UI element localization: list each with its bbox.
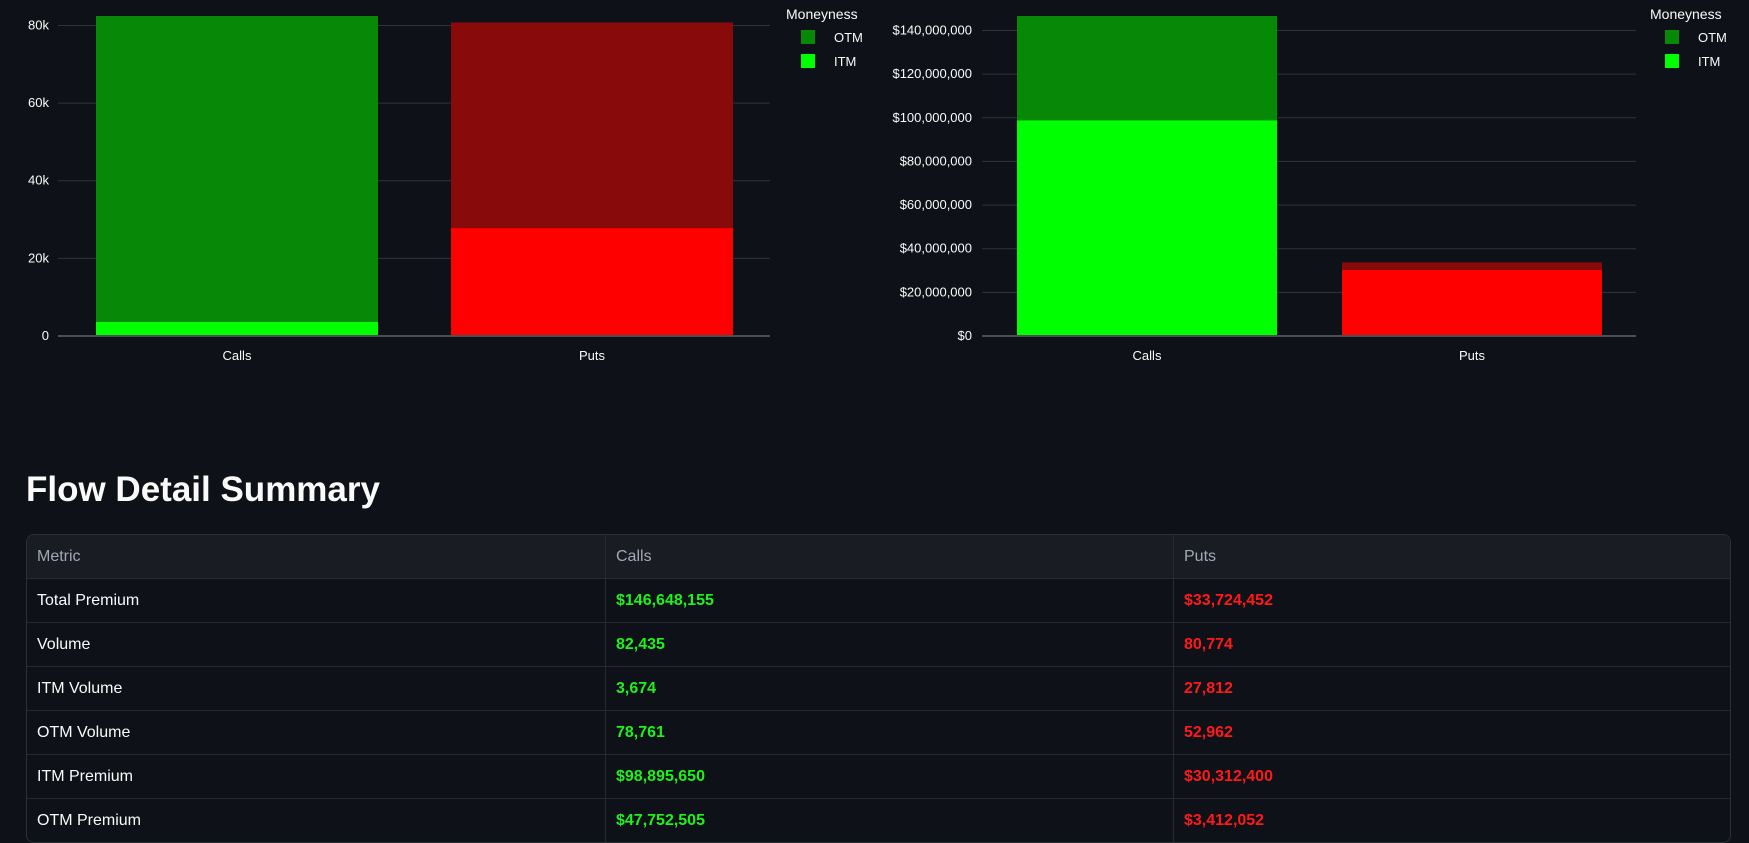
table-row: OTM Premium $47,752,505 $3,412,052 [27, 799, 1730, 842]
legend-title: Moneyness [1650, 6, 1722, 22]
legend-swatch-itm [801, 54, 815, 68]
x-tick-label: Calls [1133, 348, 1162, 363]
y-tick-label: $100,000,000 [892, 110, 972, 125]
bar-puts-otm [1342, 262, 1602, 270]
legend-swatch-otm [1665, 30, 1679, 44]
puts-cell: $33,724,452 [1174, 579, 1730, 623]
bar-puts-itm [451, 228, 733, 336]
puts-cell: $30,312,400 [1174, 755, 1730, 799]
calls-cell: 3,674 [606, 667, 1174, 711]
y-tick-label: $140,000,000 [892, 23, 972, 38]
x-tick-label: Puts [579, 348, 606, 363]
puts-cell: 80,774 [1174, 623, 1730, 667]
x-tick-label: Calls [223, 348, 252, 363]
puts-cell: 52,962 [1174, 711, 1730, 755]
bar-calls-otm [1017, 16, 1277, 121]
column-header-metric[interactable]: Metric [27, 535, 606, 579]
table-row: Volume 82,435 80,774 [27, 623, 1730, 667]
x-tick-label: Puts [1459, 348, 1486, 363]
legend-label-otm: OTM [834, 30, 863, 45]
legend-label-itm: ITM [834, 54, 856, 69]
column-header-puts[interactable]: Puts [1174, 535, 1730, 579]
y-tick-label: 40k [28, 173, 49, 188]
metric-cell: OTM Volume [27, 711, 606, 755]
legend-title: Moneyness [786, 6, 858, 22]
y-tick-label: $40,000,000 [900, 241, 972, 256]
column-header-calls[interactable]: Calls [606, 535, 1174, 579]
table-header-row: Metric Calls Puts [27, 535, 1730, 579]
bar-calls-itm [1017, 120, 1277, 336]
table-row: ITM Premium $98,895,650 $30,312,400 [27, 755, 1730, 799]
section-title: Flow Detail Summary [26, 470, 380, 509]
calls-cell: $146,648,155 [606, 579, 1174, 623]
y-tick-label: $60,000,000 [900, 197, 972, 212]
metric-cell: Total Premium [27, 579, 606, 623]
legend-label-itm: ITM [1698, 54, 1720, 69]
bar-puts-otm [451, 22, 733, 229]
volume-chart: 0 20k 40k 60k 80k Calls Puts Moneyness OTM ITM [0, 0, 870, 380]
y-tick-label: 80k [28, 17, 49, 32]
premium-chart: $0 $20,000,000 $40,000,000 $60,000,000 $80,0… [870, 0, 1749, 380]
table-row: ITM Volume 3,674 27,812 [27, 667, 1730, 711]
metric-cell: ITM Premium [27, 755, 606, 799]
y-tick-label: $0 [958, 328, 972, 343]
y-tick-label: 0 [42, 328, 49, 343]
y-tick-label: $20,000,000 [900, 284, 972, 299]
puts-cell: $3,412,052 [1184, 811, 1265, 829]
calls-cell: $98,895,650 [606, 755, 1174, 799]
calls-cell: $47,752,505 [606, 799, 1174, 842]
y-tick-label: 20k [28, 250, 49, 265]
legend-swatch-otm [801, 30, 815, 44]
premium-chart-svg: $0 $20,000,000 $40,000,000 $60,000,000 $80,0… [892, 6, 1727, 363]
metric-cell: OTM Premium [27, 799, 606, 842]
bar-puts-itm [1342, 269, 1602, 336]
legend-swatch-itm [1665, 54, 1679, 68]
bar-calls-otm [96, 16, 378, 322]
y-tick-label: 60k [28, 95, 49, 110]
y-tick-label: $120,000,000 [892, 66, 972, 81]
puts-cell: 27,812 [1174, 667, 1730, 711]
bar-calls-itm [96, 321, 378, 336]
volume-chart-svg: 0 20k 40k 60k 80k Calls Puts Moneyness OTM ITM [28, 6, 863, 363]
metric-cell: Volume [27, 623, 606, 667]
y-tick-label: $80,000,000 [900, 153, 972, 168]
table-row: Total Premium $146,648,155 $33,724,452 [27, 579, 1730, 623]
legend-label-otm: OTM [1698, 30, 1727, 45]
calls-cell: 82,435 [606, 623, 1174, 667]
calls-cell: 78,761 [606, 711, 1174, 755]
summary-table: Metric Calls Puts Total Premium $146,648… [26, 534, 1731, 843]
metric-cell: ITM Volume [27, 667, 606, 711]
table-row: OTM Volume 78,761 52,962 [27, 711, 1730, 755]
